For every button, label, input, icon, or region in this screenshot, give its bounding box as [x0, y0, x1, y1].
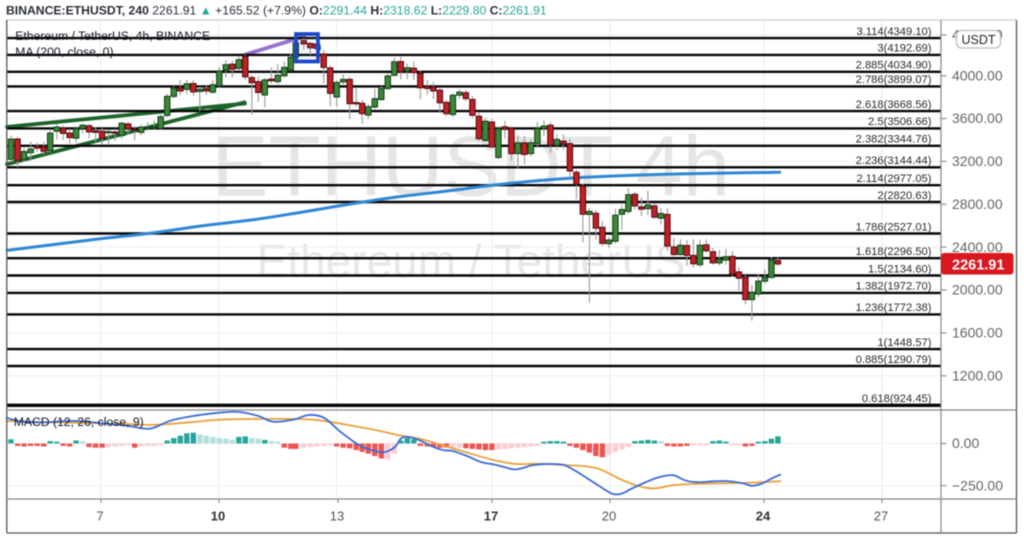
svg-text:−250.00: −250.00: [952, 477, 1003, 493]
svg-text:2400.00: 2400.00: [952, 239, 1003, 255]
svg-text:24: 24: [756, 509, 771, 524]
svg-text:Ethereum / TetherUS: Ethereum / TetherUS: [257, 235, 686, 287]
svg-text:2000.00: 2000.00: [952, 282, 1003, 298]
svg-text:4000.00: 4000.00: [952, 68, 1003, 84]
svg-text:20: 20: [602, 509, 616, 524]
svg-text:1.236(1772.38): 1.236(1772.38): [856, 302, 932, 314]
svg-text:1.618(2296.50): 1.618(2296.50): [856, 246, 932, 258]
svg-text:3600.00: 3600.00: [952, 110, 1003, 126]
svg-text:MACD (12, 26, close, 9): MACD (12, 26, close, 9): [14, 415, 144, 429]
svg-text:3(4192.69): 3(4192.69): [877, 43, 931, 55]
svg-text:2261.91: 2261.91: [952, 257, 1004, 273]
svg-text:27: 27: [874, 509, 888, 524]
svg-text:0.885(1290.79): 0.885(1290.79): [856, 354, 932, 366]
svg-text:2.618(3668.56): 2.618(3668.56): [856, 99, 932, 111]
svg-text:MA (200, close, 0): MA (200, close, 0): [15, 45, 113, 59]
svg-text:2800.00: 2800.00: [952, 196, 1003, 212]
svg-text:3.114(4349.10): 3.114(4349.10): [856, 26, 931, 38]
svg-text:1600.00: 1600.00: [952, 325, 1003, 341]
svg-text:1(1448.57): 1(1448.57): [877, 337, 931, 349]
svg-text:2.382(3344.76): 2.382(3344.76): [856, 134, 932, 146]
svg-text:1.382(1972.70): 1.382(1972.70): [856, 281, 932, 293]
svg-text:0.00: 0.00: [952, 435, 979, 451]
svg-text:13: 13: [330, 509, 344, 524]
svg-text:17: 17: [484, 509, 498, 524]
svg-text:2.885(4034.90): 2.885(4034.90): [856, 60, 932, 72]
svg-text:3200.00: 3200.00: [952, 153, 1003, 169]
svg-text:2.5(3506.66): 2.5(3506.66): [868, 116, 932, 128]
svg-text:BINANCE:ETHUSDT, 240 2261.91 ▲: BINANCE:ETHUSDT, 240 2261.91 ▲ +165.52 (…: [6, 3, 547, 17]
svg-text:2.786(3899.07): 2.786(3899.07): [856, 74, 932, 86]
svg-text:0.618(924.45): 0.618(924.45): [862, 393, 932, 405]
svg-text:10: 10: [211, 509, 225, 524]
svg-text:Ethereum / TetherUS, 4h, BINAN: Ethereum / TetherUS, 4h, BINANCE: [15, 29, 210, 43]
svg-text:2.236(3144.44): 2.236(3144.44): [856, 155, 932, 167]
svg-text:7: 7: [96, 509, 103, 524]
svg-text:1.786(2527.01): 1.786(2527.01): [856, 221, 932, 233]
svg-text:2.114(2977.05): 2.114(2977.05): [856, 173, 931, 185]
svg-text:USDT: USDT: [961, 33, 995, 47]
svg-text:1.5(2134.60): 1.5(2134.60): [868, 263, 932, 275]
svg-text:2(2820.63): 2(2820.63): [877, 190, 931, 202]
svg-text:1200.00: 1200.00: [952, 368, 1003, 384]
